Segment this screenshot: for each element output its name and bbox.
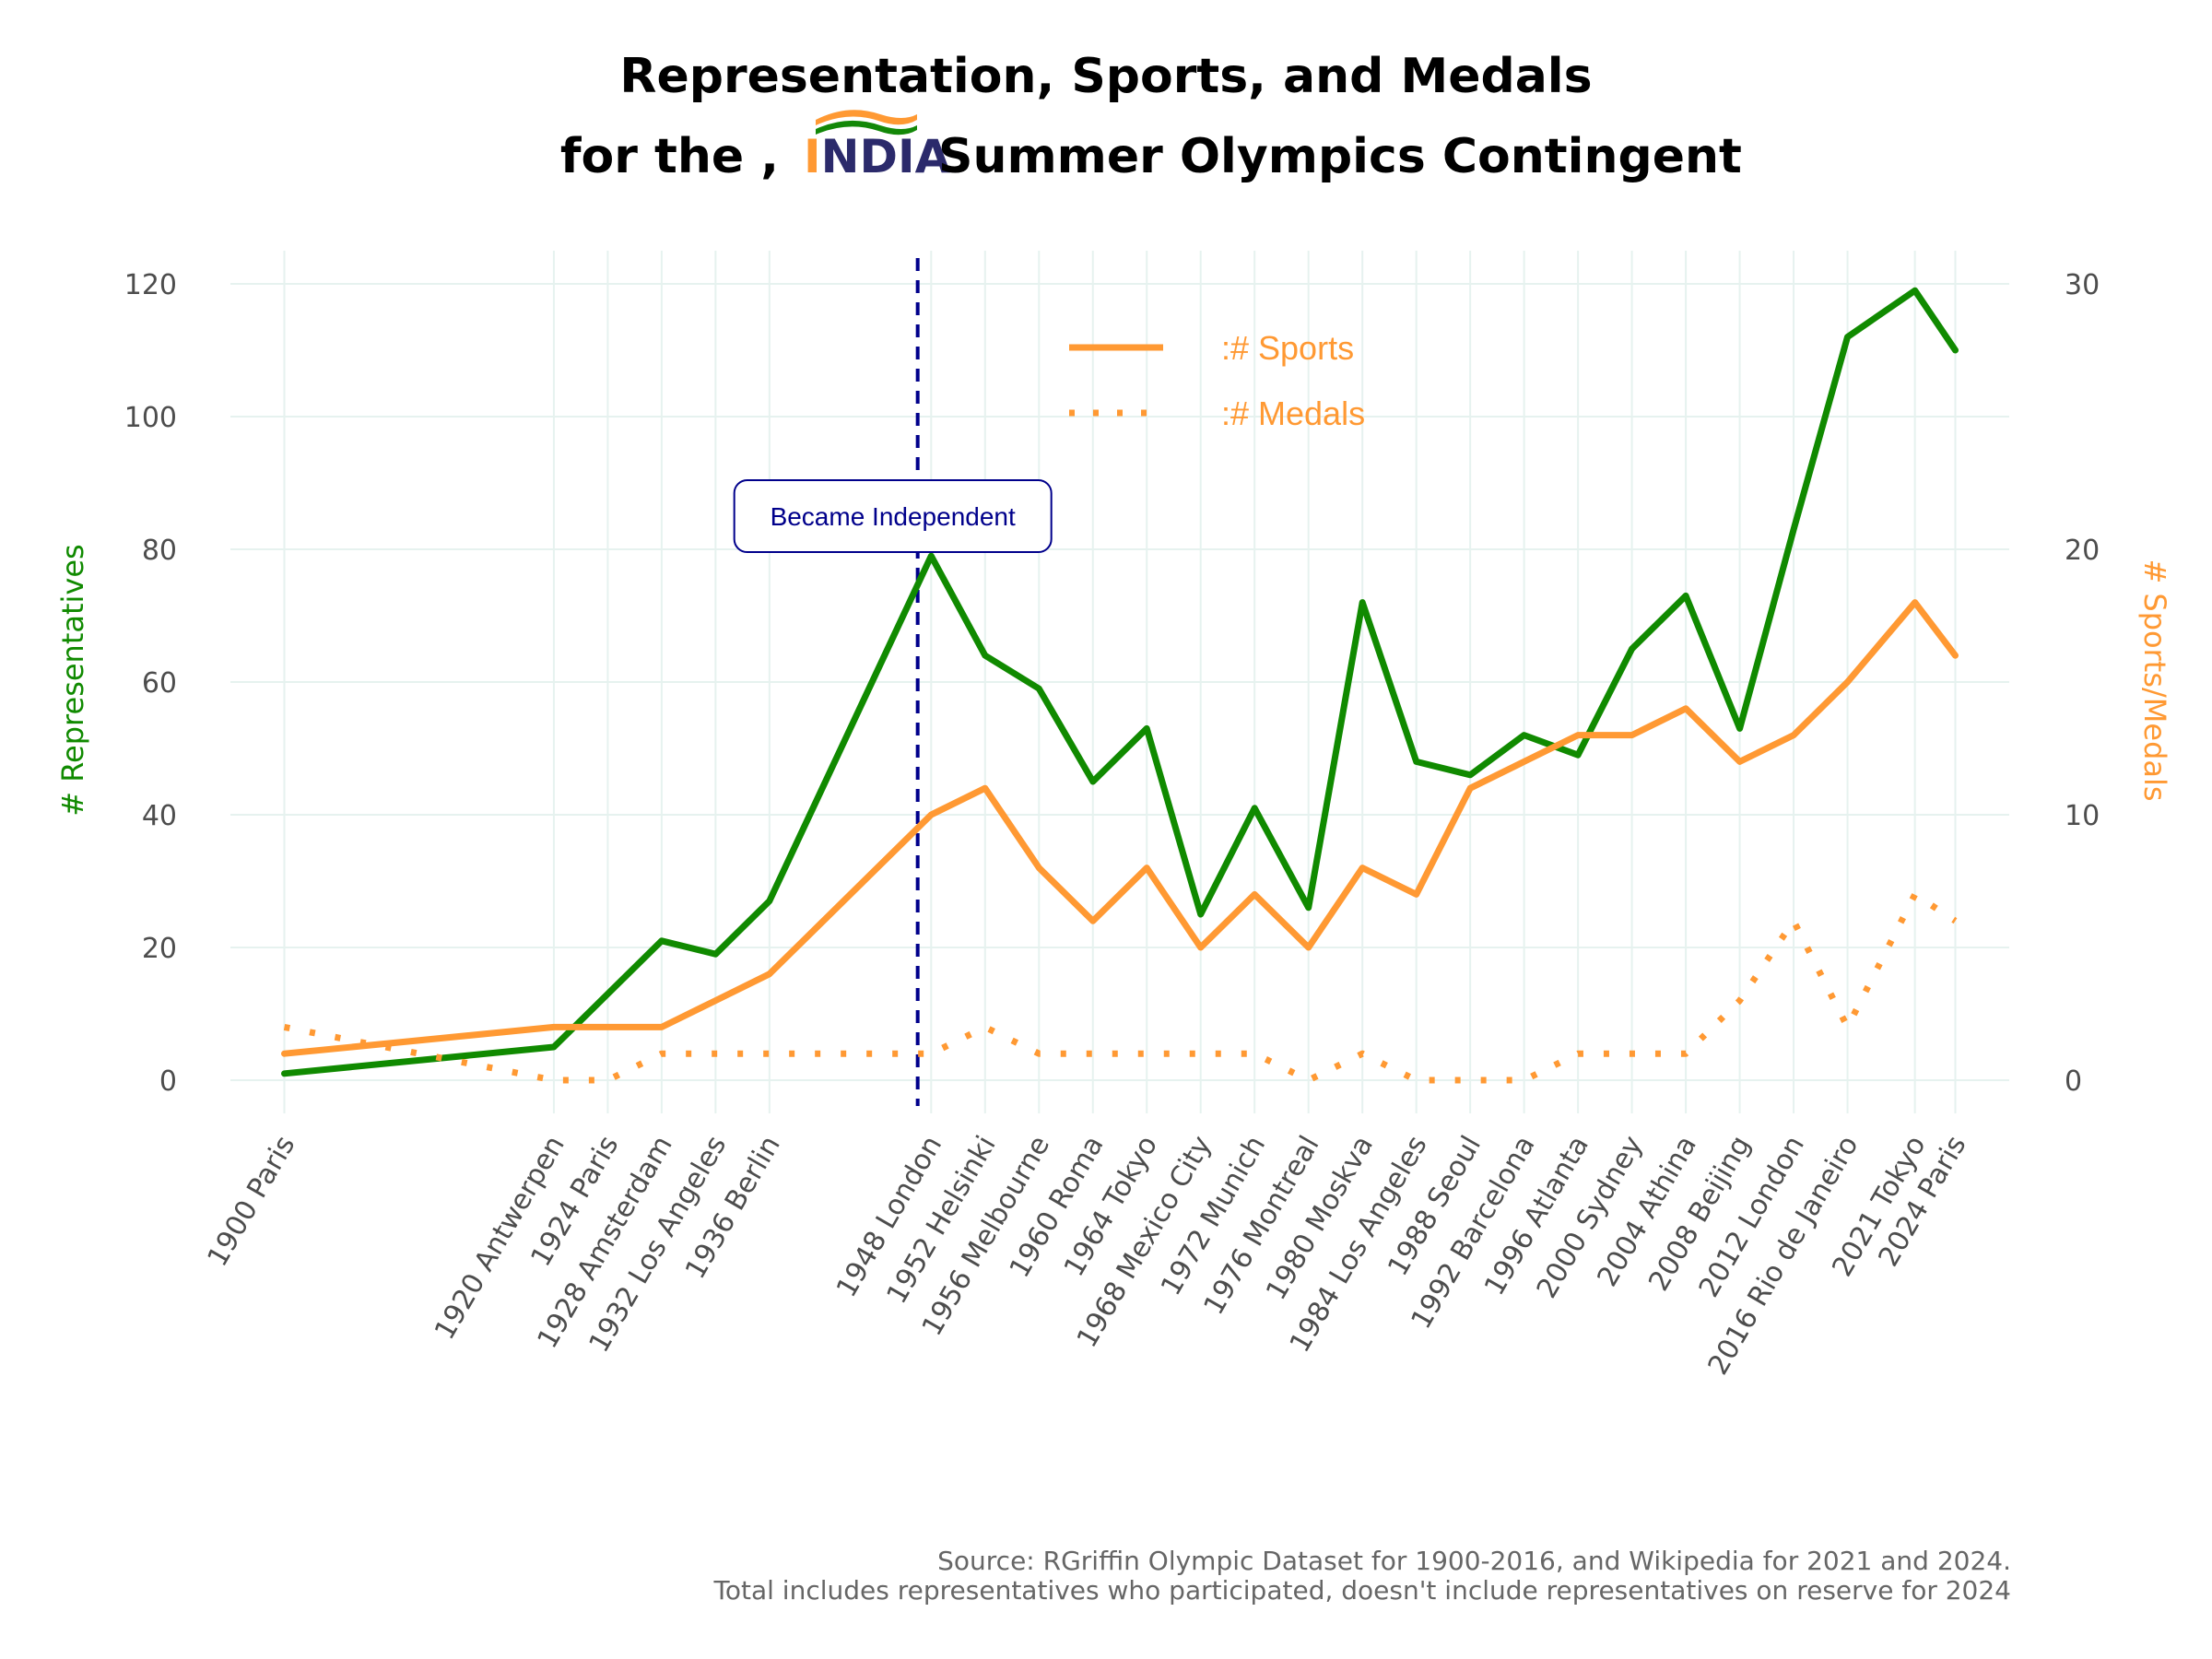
ytick-left-label: 80 — [142, 535, 177, 567]
title-line2-prefix: for the , — [560, 129, 779, 184]
annotation: Became Independent — [733, 479, 1053, 553]
ytick-right-label: 30 — [2065, 269, 2100, 301]
grid — [230, 251, 2009, 1113]
legend-label-medals: :# Medals — [1221, 394, 1365, 432]
ytick-right-label: 0 — [2065, 1065, 2082, 1098]
ytick-left-label: 60 — [142, 667, 177, 700]
legend-label-sports: :# Sports — [1221, 329, 1354, 367]
ytick-left-label: 40 — [142, 800, 177, 832]
ytick-left-label: 0 — [159, 1065, 177, 1098]
ytick-right-label: 10 — [2065, 800, 2100, 832]
india-logo-green-swoosh — [816, 120, 917, 135]
legend: :# Sports :# Medals — [1069, 329, 1365, 432]
series-group — [281, 287, 1959, 1084]
india-logo-letters-dia: DIA — [859, 130, 950, 183]
caption: Source: RGriffin Olympic Dataset for 190… — [713, 1546, 2011, 1606]
title-line2-suffix: Summer Olympics Contingent — [938, 129, 1742, 184]
india-logo-saffron-swoosh — [816, 110, 917, 125]
caption-line2: Total includes representatives who parti… — [713, 1575, 2011, 1606]
xtick-label: 1900 Paris — [201, 1131, 301, 1273]
series-line-sports — [281, 599, 1959, 1057]
y-axis-left-label: # Representatives — [55, 544, 90, 816]
title-line1: Representation, Sports, and Medals — [619, 49, 1592, 104]
ytick-left-label: 20 — [142, 933, 177, 965]
india-logo-letter-i: I — [804, 130, 821, 183]
chart-title: Representation, Sports, and Medals for t… — [560, 49, 1742, 184]
ytick-left-label: 100 — [124, 402, 177, 434]
caption-line1: Source: RGriffin Olympic Dataset for 190… — [937, 1546, 2011, 1576]
india-logo-text: INDIA — [804, 130, 951, 183]
india-logo-letters-n: N — [821, 130, 860, 183]
y-axis-right-label: # Sports/Medals — [2137, 559, 2172, 801]
annotation-box — [733, 479, 1053, 553]
ytick-left-label: 120 — [124, 269, 177, 301]
india-logo: INDIA — [804, 110, 951, 183]
series-line-representatives — [281, 287, 1959, 1077]
annotation-label: Became Independent — [771, 502, 1016, 531]
series-line-medals — [283, 890, 1958, 1084]
ytick-right-label: 20 — [2065, 535, 2100, 567]
